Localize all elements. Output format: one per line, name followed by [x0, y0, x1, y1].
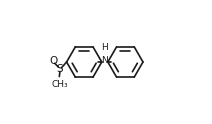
Text: N: N — [101, 56, 108, 65]
Text: O: O — [49, 56, 57, 66]
Text: H: H — [101, 43, 108, 52]
Text: S: S — [57, 64, 63, 74]
Text: CH₃: CH₃ — [51, 80, 68, 89]
